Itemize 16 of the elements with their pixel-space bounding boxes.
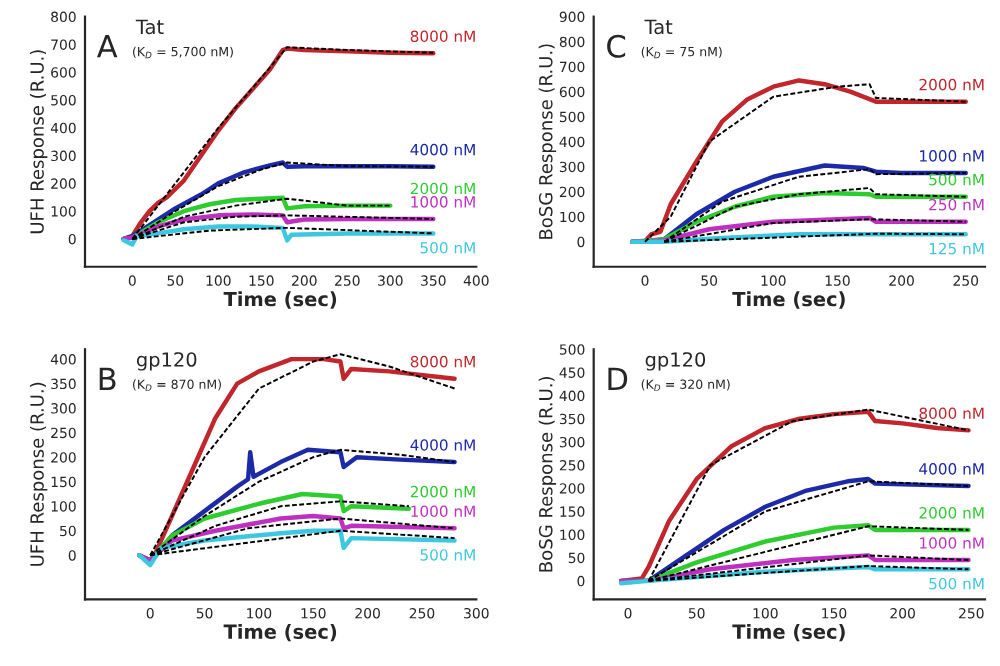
y-axis-title: BoSG Response (R.U.) (538, 377, 557, 572)
annotation: Tat (135, 19, 164, 35)
annotation: B (99, 367, 116, 391)
annotation: A (96, 35, 118, 58)
annotation: D (608, 367, 628, 391)
x-axis-title: Time (sec) (223, 623, 337, 642)
x-axis-title: Time (sec) (223, 291, 337, 309)
annotation: Tat (644, 19, 673, 35)
y-axis-title: BoSG Response (R.U.) (538, 44, 557, 239)
annotation: gp120 (136, 352, 197, 371)
y-axis-title: UFH Response (R.U.) (29, 50, 48, 234)
y-axis-title: UFH Response (R.U.) (29, 382, 48, 566)
x-axis-title: Time (sec) (732, 623, 845, 642)
annotation: C (607, 34, 626, 58)
annotation: gp120 (645, 352, 706, 371)
x-axis-title: Time (sec) (732, 291, 845, 309)
